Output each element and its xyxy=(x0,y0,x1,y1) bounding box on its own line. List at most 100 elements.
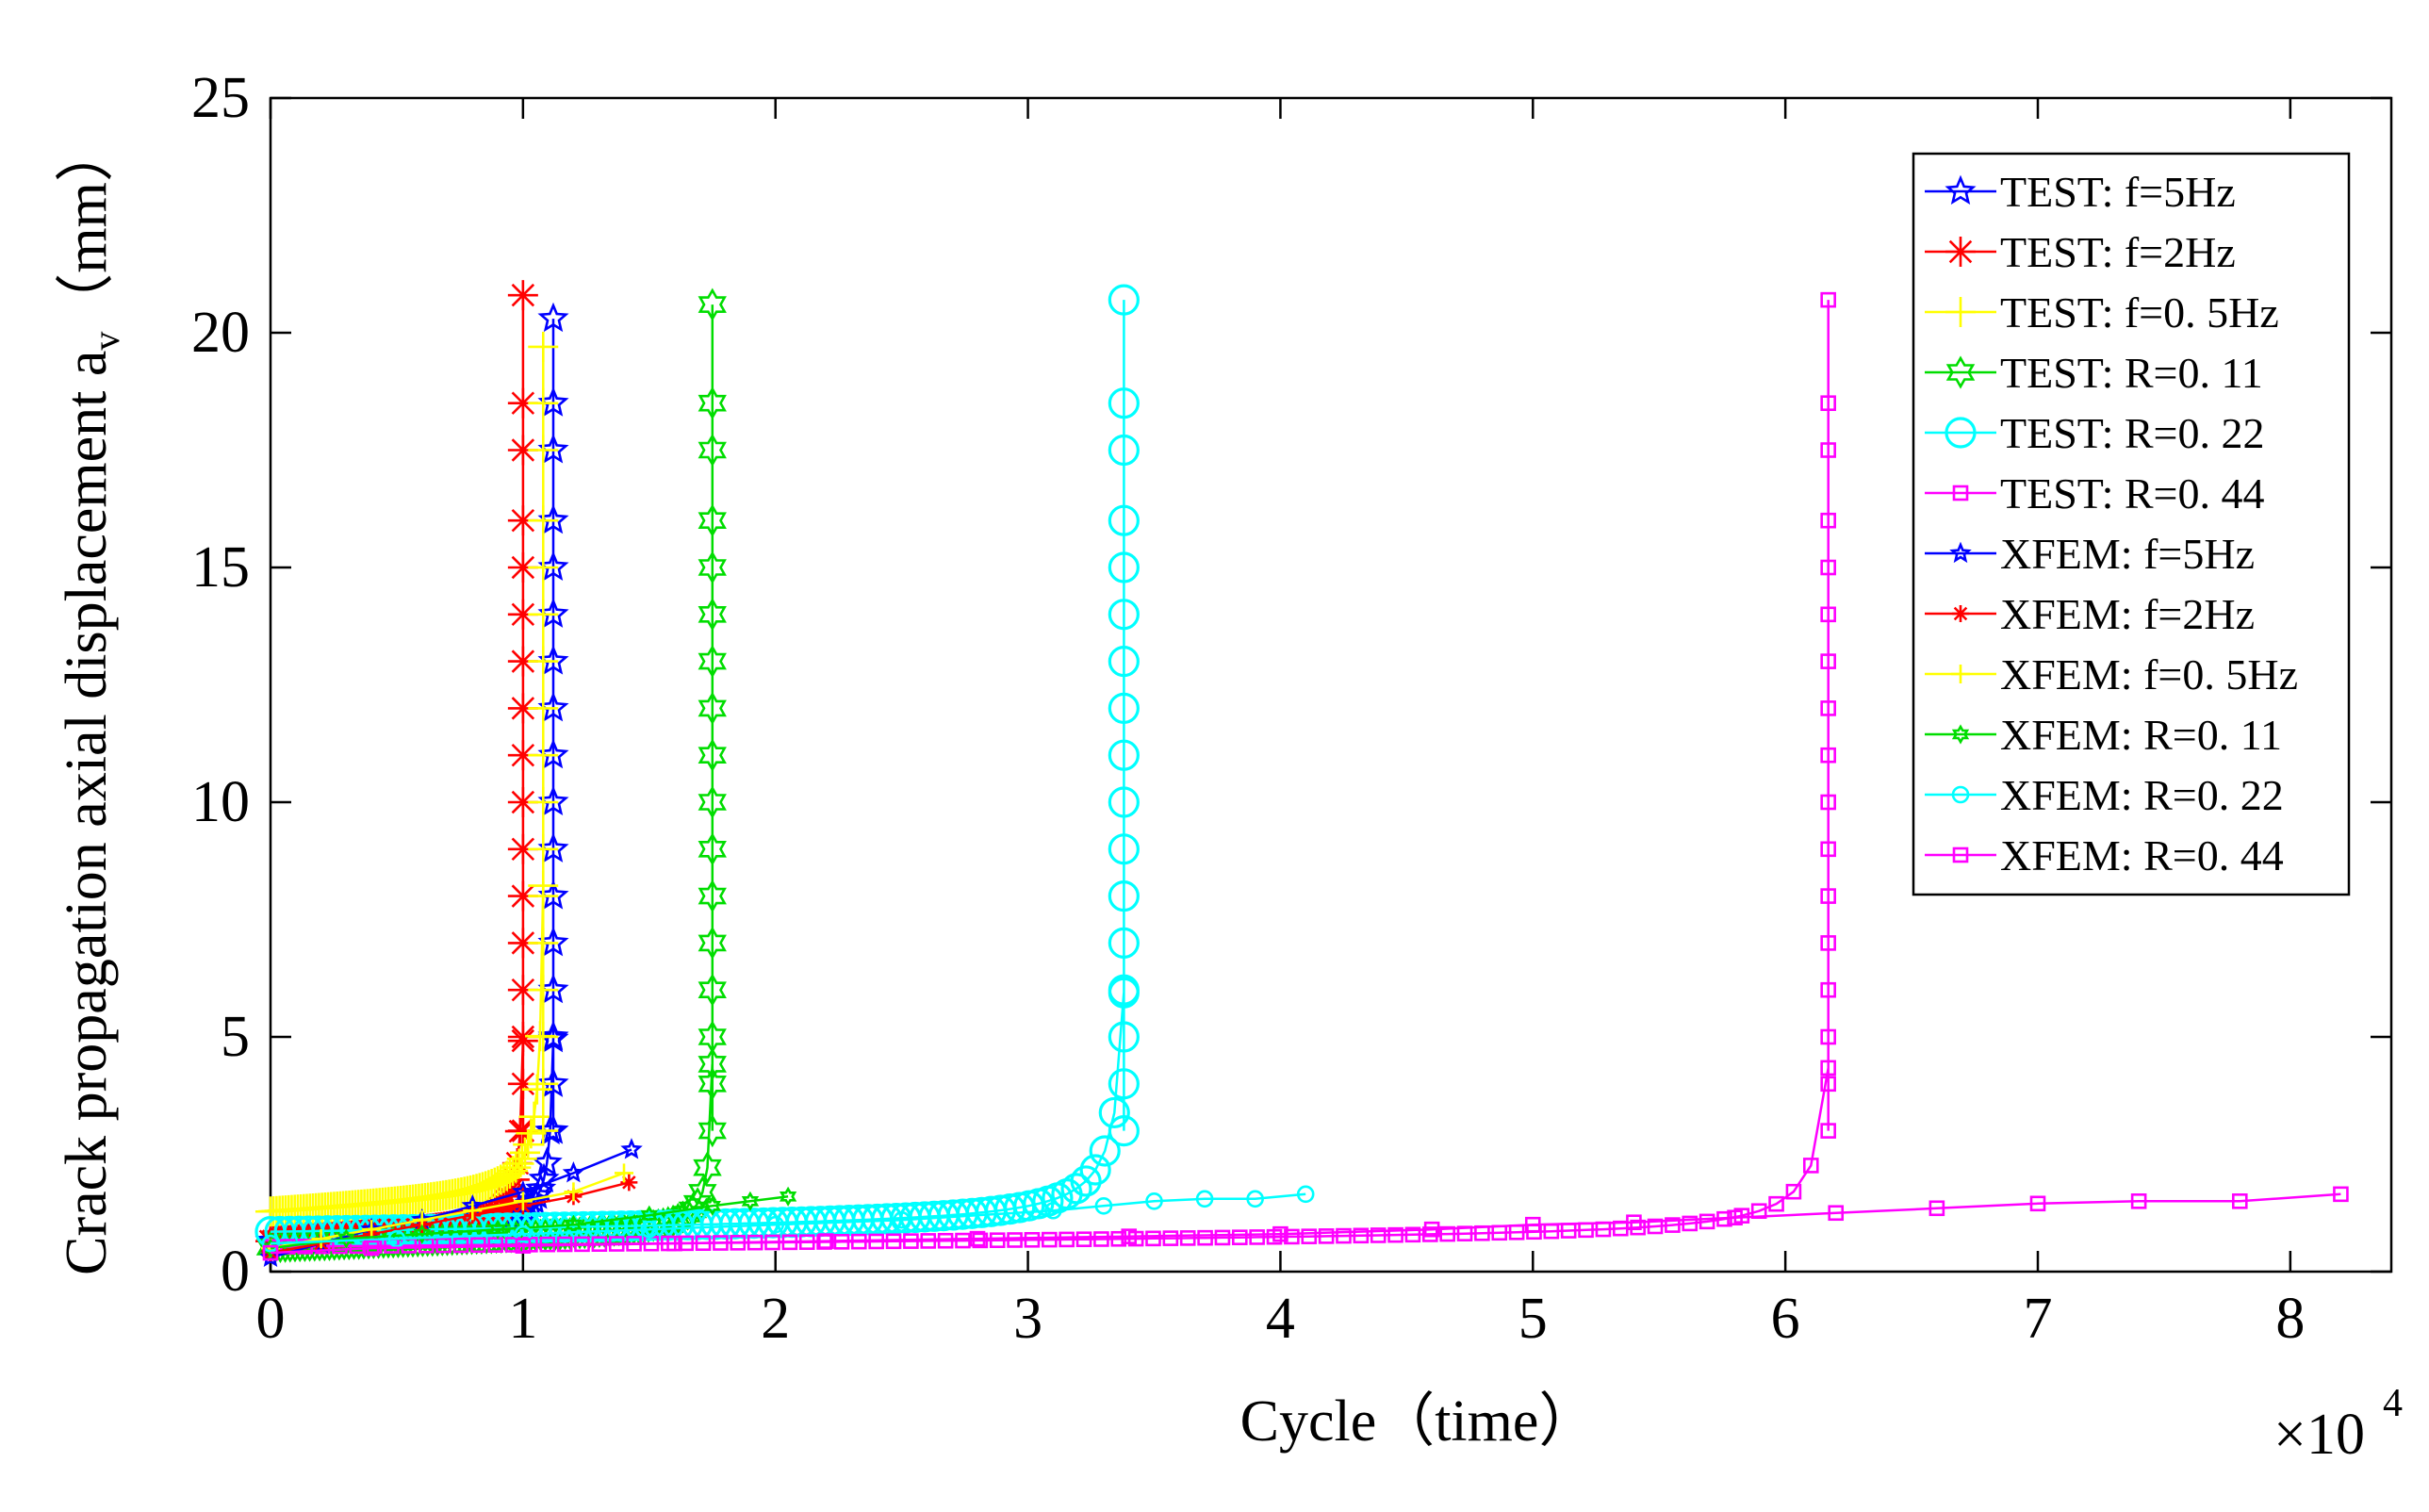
data-point xyxy=(1353,1227,1370,1244)
data-point xyxy=(698,645,727,679)
data-point xyxy=(507,280,538,311)
data-point xyxy=(507,740,538,771)
x-tick-label: 5 xyxy=(1518,1287,1548,1351)
data-point xyxy=(1768,1195,1784,1212)
x-tick-label: 0 xyxy=(256,1287,286,1351)
data-point xyxy=(528,1068,559,1099)
data-point xyxy=(1121,1228,1138,1244)
data-point xyxy=(817,1233,834,1249)
data-point xyxy=(893,1210,911,1229)
data-point xyxy=(1145,1230,1161,1247)
data-point xyxy=(528,880,559,912)
data-point xyxy=(1820,888,1836,904)
data-point xyxy=(362,1220,382,1240)
data-point xyxy=(509,1137,540,1168)
data-point xyxy=(698,1067,727,1101)
data-point xyxy=(2029,1195,2046,1212)
data-point xyxy=(1820,1060,1836,1076)
data-point xyxy=(1075,1231,1092,1247)
data-point xyxy=(1079,1154,1111,1186)
data-point xyxy=(693,1151,722,1185)
data-point xyxy=(1179,1230,1196,1246)
data-point xyxy=(528,1115,559,1146)
data-point xyxy=(1422,1226,1438,1242)
data-point xyxy=(1727,1209,1743,1226)
data-point xyxy=(698,288,727,321)
legend-label: XFEM: f=5Hz xyxy=(2000,530,2255,578)
data-point xyxy=(516,1118,547,1149)
data-point xyxy=(528,387,559,419)
legend-entry: XFEM: R=0. 11 xyxy=(1925,711,2282,759)
data-point xyxy=(528,928,559,959)
data-point xyxy=(1945,417,1977,449)
data-point xyxy=(698,973,727,1007)
y-tick-label: 0 xyxy=(221,1240,250,1304)
data-point xyxy=(1044,1201,1062,1220)
x-tick-label: 8 xyxy=(2275,1287,2305,1351)
legend-label: XFEM: R=0. 11 xyxy=(2000,711,2282,759)
data-point xyxy=(507,1022,538,1052)
legend-label: XFEM: R=0. 44 xyxy=(2000,831,2284,879)
data-point xyxy=(1951,724,1970,745)
data-point xyxy=(528,599,559,630)
series-line xyxy=(270,346,545,1213)
data-point xyxy=(528,975,559,1006)
data-point xyxy=(1108,739,1140,771)
data-point xyxy=(698,433,727,468)
data-point xyxy=(1820,512,1836,529)
series-4 xyxy=(254,284,1140,1248)
y-tick-label: 5 xyxy=(221,1005,250,1069)
x-tick-label: 3 xyxy=(1013,1287,1042,1351)
data-point xyxy=(1820,1028,1836,1045)
data-point xyxy=(1059,1231,1075,1248)
data-point xyxy=(1108,927,1140,960)
data-point xyxy=(528,693,559,724)
data-point xyxy=(528,331,559,362)
data-point xyxy=(1070,1165,1102,1197)
series-1 xyxy=(254,280,538,1257)
data-point xyxy=(1301,1228,1318,1244)
legend-label: TEST: f=5Hz xyxy=(2000,168,2236,216)
data-point xyxy=(698,879,727,913)
data-point xyxy=(1820,291,1836,308)
data-point xyxy=(1928,1200,1945,1217)
data-point xyxy=(1952,485,1969,501)
svg-text:Crack propagation axial displa: Crack propagation axial displacement av（… xyxy=(55,123,127,1275)
data-point xyxy=(698,1114,727,1148)
data-point xyxy=(741,1191,760,1211)
data-point xyxy=(515,1238,532,1254)
data-point xyxy=(1108,504,1140,536)
data-point xyxy=(1949,541,1972,564)
data-point xyxy=(562,1161,585,1183)
tick-labels: 0 1 2 3 4 5 6 7 8 0 5 10 15 20 25 xyxy=(191,66,2305,1351)
data-point xyxy=(1108,1114,1140,1147)
data-point xyxy=(698,832,727,866)
data-point xyxy=(463,1201,483,1221)
data-point xyxy=(698,1020,727,1054)
svg-text:4: 4 xyxy=(2383,1382,2403,1425)
data-point xyxy=(937,1232,954,1249)
y-tick-label: 15 xyxy=(191,535,250,600)
x-tick-label: 1 xyxy=(508,1287,537,1351)
data-point xyxy=(1108,599,1140,631)
data-point xyxy=(531,1146,563,1176)
data-point xyxy=(1820,606,1836,623)
data-point xyxy=(521,1074,552,1105)
data-point xyxy=(955,1232,971,1249)
data-point xyxy=(698,551,727,584)
data-point xyxy=(1820,1123,1836,1139)
series-line xyxy=(270,1192,2341,1255)
legend-entry: TEST: f=2Hz xyxy=(1925,228,2236,276)
data-point xyxy=(1952,846,1969,863)
data-point xyxy=(1699,1213,1715,1230)
data-point xyxy=(2130,1193,2147,1209)
data-point xyxy=(1108,387,1140,419)
data-point xyxy=(972,1232,989,1249)
svg-text:×10: ×10 xyxy=(2273,1403,2365,1467)
legend-box xyxy=(1912,152,2351,896)
data-point xyxy=(337,1228,355,1249)
legend-entry: TEST: f=0. 5Hz xyxy=(1925,288,2279,337)
data-point xyxy=(1162,1230,1179,1246)
data-point xyxy=(698,691,727,725)
legend-label: TEST: R=0. 11 xyxy=(2000,349,2263,397)
